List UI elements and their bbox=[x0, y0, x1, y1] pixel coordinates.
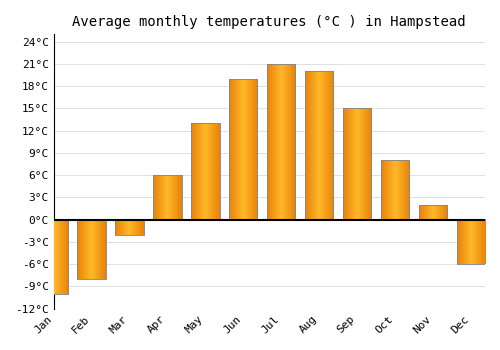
Bar bbox=[115, 220, 143, 235]
Bar bbox=[380, 160, 409, 220]
Bar bbox=[343, 108, 371, 220]
Bar bbox=[305, 71, 334, 220]
Bar bbox=[115, 220, 143, 235]
Bar bbox=[191, 123, 220, 220]
Bar bbox=[418, 205, 447, 220]
Bar bbox=[191, 123, 220, 220]
Title: Average monthly temperatures (°C ) in Hampstead: Average monthly temperatures (°C ) in Ha… bbox=[72, 15, 466, 29]
Bar bbox=[380, 160, 409, 220]
Bar bbox=[267, 64, 296, 220]
Bar bbox=[153, 175, 182, 220]
Bar bbox=[456, 220, 485, 264]
Bar bbox=[78, 220, 106, 279]
Bar bbox=[229, 79, 258, 220]
Bar bbox=[40, 220, 68, 294]
Bar bbox=[229, 79, 258, 220]
Bar bbox=[267, 64, 296, 220]
Bar bbox=[456, 220, 485, 264]
Bar bbox=[40, 220, 68, 294]
Bar bbox=[78, 220, 106, 279]
Bar bbox=[305, 71, 334, 220]
Bar bbox=[418, 205, 447, 220]
Bar bbox=[343, 108, 371, 220]
Bar bbox=[153, 175, 182, 220]
